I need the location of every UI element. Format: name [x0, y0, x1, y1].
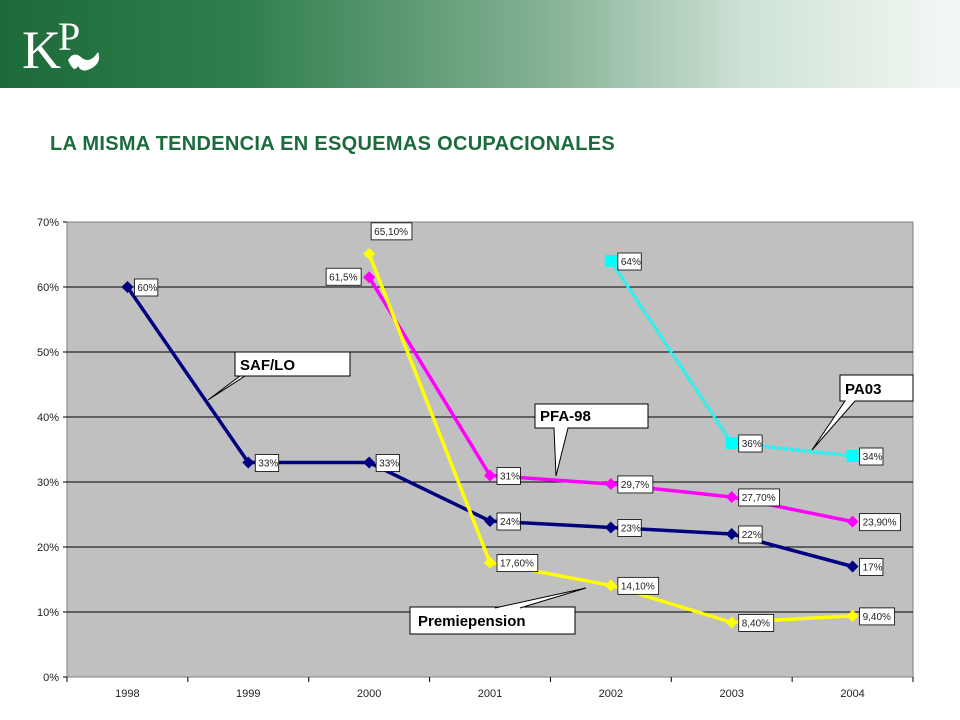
data-label: 9,40%	[859, 607, 895, 626]
data-label-text: 9,40%	[863, 612, 891, 623]
data-label: 33%	[375, 454, 400, 472]
y-tick-label: 70%	[37, 217, 59, 229]
data-point	[363, 456, 376, 469]
data-label: 22%	[738, 525, 763, 544]
data-label-text: 24%	[500, 517, 520, 528]
data-label-text: 27,70%	[742, 493, 776, 504]
data-label-text: 33%	[379, 459, 399, 470]
data-point	[484, 515, 496, 527]
y-tick-label: 30%	[37, 477, 59, 489]
data-point	[725, 528, 738, 540]
data-label-text: 22%	[742, 530, 762, 541]
data-point	[484, 556, 496, 569]
data-point	[846, 515, 859, 528]
data-label: 34%	[859, 447, 884, 466]
y-tick-label: 60%	[37, 282, 59, 294]
data-label-text: 17,60%	[500, 559, 534, 570]
data-point	[604, 477, 617, 490]
y-tick-label: 20%	[37, 542, 59, 554]
x-tick-label: 2003	[719, 688, 743, 700]
data-point	[725, 616, 738, 629]
data-label-text: 34%	[863, 452, 883, 463]
x-tick-label: 2001	[478, 688, 502, 700]
x-tick-label: 2002	[599, 688, 623, 700]
data-point	[604, 579, 617, 592]
x-tick-label: 2004	[840, 688, 864, 700]
data-label-text: 61,5%	[329, 272, 357, 283]
header-banner: K P	[0, 0, 960, 88]
data-label: 14,10%	[617, 576, 660, 595]
x-tick-label: 2000	[357, 688, 381, 700]
y-tick-label: 10%	[37, 607, 59, 619]
data-label-text: 65,10%	[374, 227, 408, 238]
kp-logo: K P	[22, 14, 100, 80]
data-label: 8,40%	[738, 614, 775, 632]
data-point	[846, 609, 859, 622]
data-label: 29,7%	[617, 475, 654, 494]
data-label: 60%	[134, 278, 159, 297]
data-label: 36%	[738, 434, 763, 453]
x-tick-label: 1998	[115, 688, 139, 700]
plot-area	[66, 221, 914, 678]
callout-label: SAF/LO	[240, 357, 295, 374]
data-label-text: 23,90%	[863, 518, 897, 529]
data-label-text: 14,10%	[621, 581, 655, 592]
data-label: 17,60%	[496, 554, 539, 572]
y-tick-label: 0%	[43, 672, 59, 684]
callout-label: PA03	[845, 381, 881, 398]
callout-pa03: PA03	[811, 374, 914, 451]
data-label-text: 60%	[137, 283, 157, 294]
data-label-text: 8,40%	[742, 618, 770, 629]
data-label: 33%	[254, 454, 280, 472]
data-point	[725, 437, 738, 449]
y-tick-label: 50%	[37, 347, 59, 359]
data-point	[604, 521, 617, 534]
data-point	[363, 271, 376, 284]
data-label: 17%	[859, 558, 884, 576]
callout-pfa-98: PFA-98	[534, 403, 649, 477]
data-point	[484, 469, 496, 482]
svg-text:K: K	[22, 20, 61, 80]
callout-label: PFA-98	[540, 408, 591, 425]
callout-label: Premiepension	[418, 613, 526, 630]
data-label-text: 31%	[500, 472, 520, 483]
callout-premiepension: Premiepension	[409, 587, 587, 635]
data-label-text: 64%	[621, 257, 641, 268]
page-title: LA MISMA TENDENCIA EN ESQUEMAS OCUPACION…	[50, 133, 616, 155]
data-label-text: 29,7%	[621, 480, 649, 491]
data-point	[242, 456, 255, 469]
data-point	[846, 450, 859, 462]
series-line-3	[609, 260, 853, 458]
data-point	[363, 247, 376, 260]
x-tick-label: 1999	[236, 688, 260, 700]
data-label-text: 33%	[258, 459, 278, 470]
data-label-text: 23%	[621, 524, 641, 535]
data-point	[121, 281, 134, 293]
data-label: 64%	[617, 252, 642, 271]
data-point	[604, 255, 617, 267]
svg-text:P: P	[58, 14, 80, 59]
data-label: 23%	[617, 519, 642, 537]
data-label: 61,5%	[325, 267, 362, 286]
data-label: 31%	[496, 467, 521, 485]
y-tick-label: 40%	[37, 412, 59, 424]
data-label: 24%	[496, 512, 521, 531]
data-label: 65,10%	[370, 222, 413, 241]
data-point	[846, 560, 859, 573]
data-point	[725, 490, 738, 503]
data-label-text: 17%	[863, 563, 883, 574]
data-label: 23,90%	[859, 513, 901, 532]
data-label-text: 36%	[742, 439, 762, 450]
callout-saf-lo: SAF/LO	[207, 351, 351, 401]
data-label: 27,70%	[738, 488, 780, 507]
